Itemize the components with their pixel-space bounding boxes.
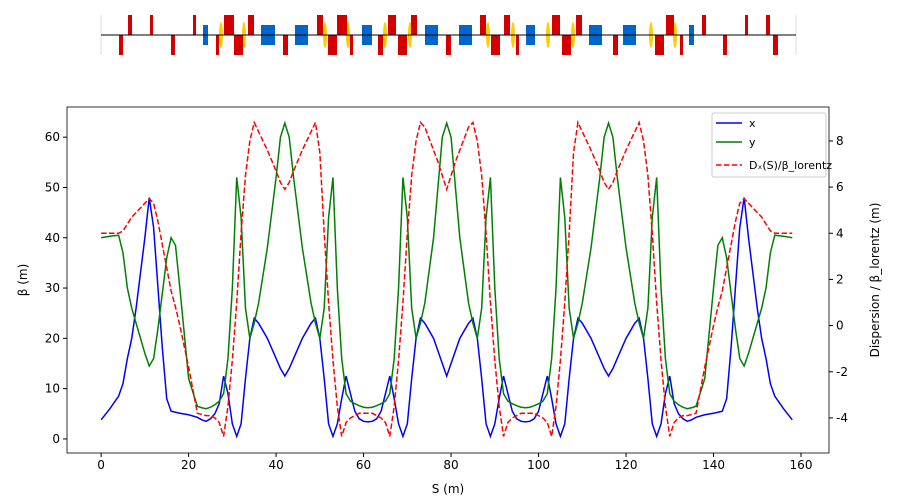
x-tick-label: 0: [97, 458, 105, 472]
y-tick-label: 50: [45, 180, 60, 194]
y-tick-label: 60: [45, 130, 60, 144]
y2-tick-label: 8: [836, 134, 844, 148]
lattice-layout: [100, 15, 797, 55]
series-line: [100, 197, 793, 439]
y2-tick-label: 6: [836, 180, 844, 194]
series-line: [100, 120, 793, 410]
y-axis-label: β (m): [16, 264, 30, 297]
x-tick-label: 20: [181, 458, 196, 472]
y2-tick-label: 2: [836, 272, 844, 286]
x-axis-label: S (m): [432, 482, 464, 496]
legend-label: Dₓ(S)/β_lorentz: [749, 159, 832, 172]
series-line: [101, 119, 793, 437]
x-tick-label: 80: [443, 458, 458, 472]
y-tick-label: 20: [45, 331, 60, 345]
x-tick-label: 60: [356, 458, 371, 472]
y-tick-label: 40: [45, 231, 60, 245]
y2-tick-label: 4: [836, 226, 844, 240]
x-tick-label: 160: [790, 458, 813, 472]
y2-axis-label: Dispersion / β_lorentz (m): [868, 203, 882, 358]
y-tick-label: 30: [45, 281, 60, 295]
plot-frame: [66, 106, 830, 454]
x-tick-label: 100: [527, 458, 550, 472]
defocusing-magnets: [119, 35, 778, 55]
legend-label: y: [749, 136, 756, 149]
legend: xy Dₓ(S)/β_lorentz: [711, 112, 832, 178]
x-tick-label: 40: [268, 458, 283, 472]
legend-label: x: [749, 117, 756, 130]
y2-tick-label: 0: [836, 319, 844, 333]
y-tick-label: 10: [45, 382, 60, 396]
x-tick-label: 120: [615, 458, 638, 472]
focusing-magnets: [128, 15, 770, 35]
y-tick-label: 0: [52, 432, 60, 446]
y2-tick-label: -4: [836, 411, 848, 425]
x-tick-label: 140: [702, 458, 725, 472]
legend-box: [711, 112, 827, 178]
y2-tick-label: -2: [836, 365, 848, 379]
